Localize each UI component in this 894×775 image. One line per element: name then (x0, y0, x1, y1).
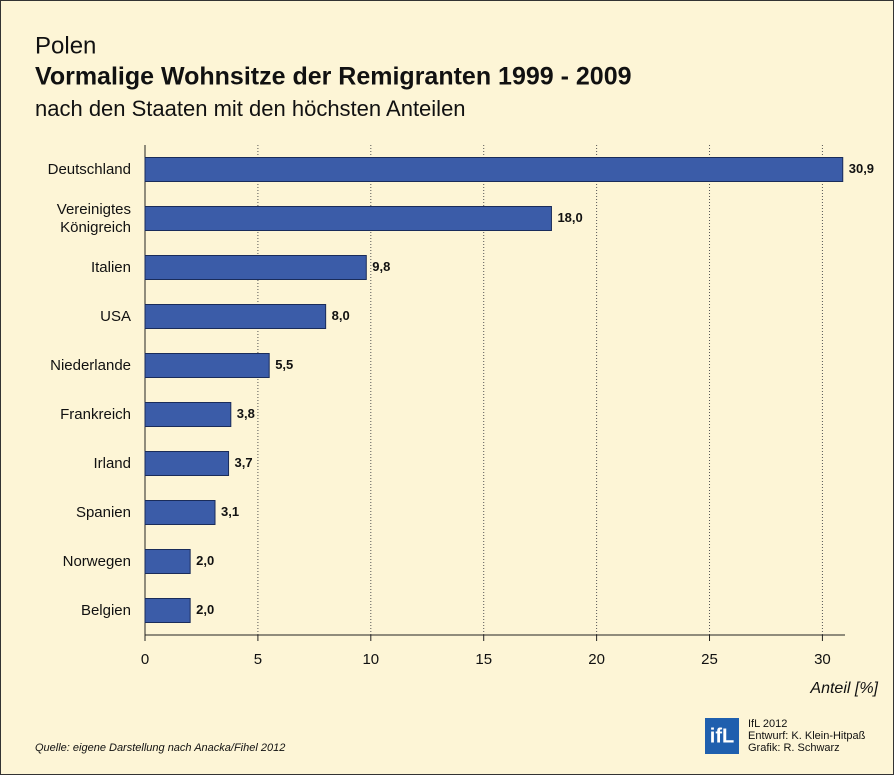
x-tick-label: 25 (701, 651, 718, 668)
y-tick-label: USA (100, 307, 131, 325)
logo: ifL (710, 725, 734, 747)
y-tick-label: Vereinigtes Königreich (56, 200, 131, 236)
y-tick-label: Deutschland (47, 160, 131, 178)
x-axis-label: Anteil [%] (809, 680, 878, 697)
data-label: 18,0 (557, 210, 582, 225)
supertitle: Polen (35, 32, 96, 59)
data-label: 9,8 (372, 259, 390, 274)
bar (144, 549, 191, 574)
y-tick-label: Frankreich (60, 405, 131, 423)
bar (144, 451, 230, 476)
bar (144, 206, 552, 231)
bar (144, 598, 191, 623)
x-tick-label: 5 (254, 651, 262, 668)
x-tick-label: 15 (475, 651, 492, 668)
y-tick-label: Spanien (75, 503, 131, 521)
logo-box (705, 718, 739, 754)
bar (144, 304, 327, 329)
bar (144, 353, 270, 378)
y-tick-label: Belgien (80, 601, 131, 619)
credit: Entwurf: K. Klein-Hitpaß (748, 730, 866, 742)
data-label: 3,1 (221, 504, 239, 519)
y-tick-label: Irland (93, 454, 131, 472)
data-label: 2,0 (196, 602, 214, 617)
bar (144, 255, 367, 280)
bar (144, 402, 232, 427)
bar (144, 157, 844, 182)
data-label: 30,9 (849, 161, 874, 176)
source: Quelle: eigene Darstellung nach Anacka/F… (35, 742, 285, 754)
data-label: 8,0 (332, 308, 350, 323)
chart-title: Vormalige Wohnsitze der Remigranten 1999… (35, 63, 632, 91)
data-label: 2,0 (196, 553, 214, 568)
credit: Grafik: R. Schwarz (748, 742, 840, 754)
x-tick-label: 20 (588, 651, 605, 668)
credit: IfL 2012 (748, 718, 787, 730)
data-label: 5,5 (275, 357, 293, 372)
data-label: 3,7 (235, 455, 253, 470)
subtitle: nach den Staaten mit den höchsten Anteil… (35, 96, 466, 121)
data-label: 3,8 (237, 406, 255, 421)
x-tick-label: 0 (141, 651, 149, 668)
y-tick-label: Niederlande (50, 356, 131, 374)
y-tick-label: Italien (90, 258, 131, 276)
x-tick-label: 30 (814, 651, 831, 668)
y-tick-label: Norwegen (62, 552, 131, 570)
bar (144, 500, 216, 525)
x-tick-label: 10 (362, 651, 379, 668)
